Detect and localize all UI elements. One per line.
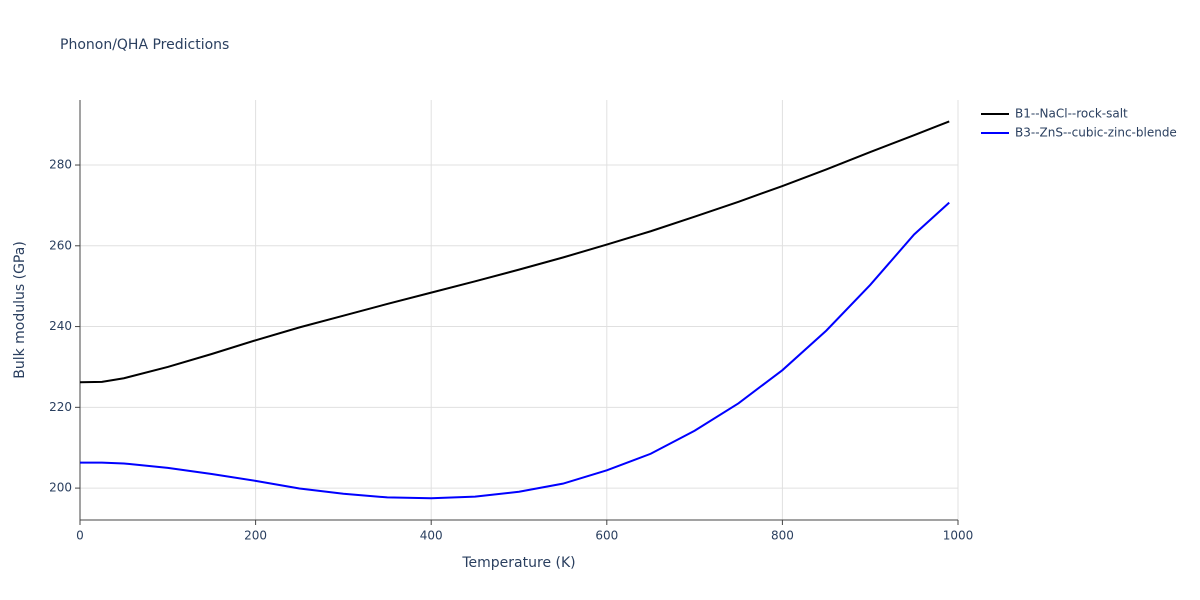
- legend-label[interactable]: B1--NaCl--rock-salt: [1015, 107, 1128, 121]
- y-tick-label: 280: [49, 158, 72, 172]
- x-axis-title: Temperature (K): [461, 555, 575, 571]
- x-tick-label: 600: [595, 529, 618, 543]
- line-series: [79, 120, 950, 384]
- x-tick-label: 400: [420, 529, 443, 543]
- line-series: [80, 201, 950, 500]
- x-tick-label: 200: [244, 529, 267, 543]
- legend-label[interactable]: B3--ZnS--cubic-zinc-blende: [1015, 126, 1177, 140]
- y-axis-title: Bulk modulus (GPa): [12, 241, 28, 379]
- chart-title: Phonon/QHA Predictions: [60, 37, 229, 53]
- y-tick-label: 240: [49, 319, 72, 333]
- y-tick-label: 260: [49, 238, 72, 252]
- y-tick-label: 220: [49, 400, 72, 414]
- x-tick-label: 0: [76, 529, 84, 543]
- x-tick-label: 800: [771, 529, 794, 543]
- y-tick-label: 200: [49, 481, 72, 495]
- x-tick-label: 1000: [943, 529, 974, 543]
